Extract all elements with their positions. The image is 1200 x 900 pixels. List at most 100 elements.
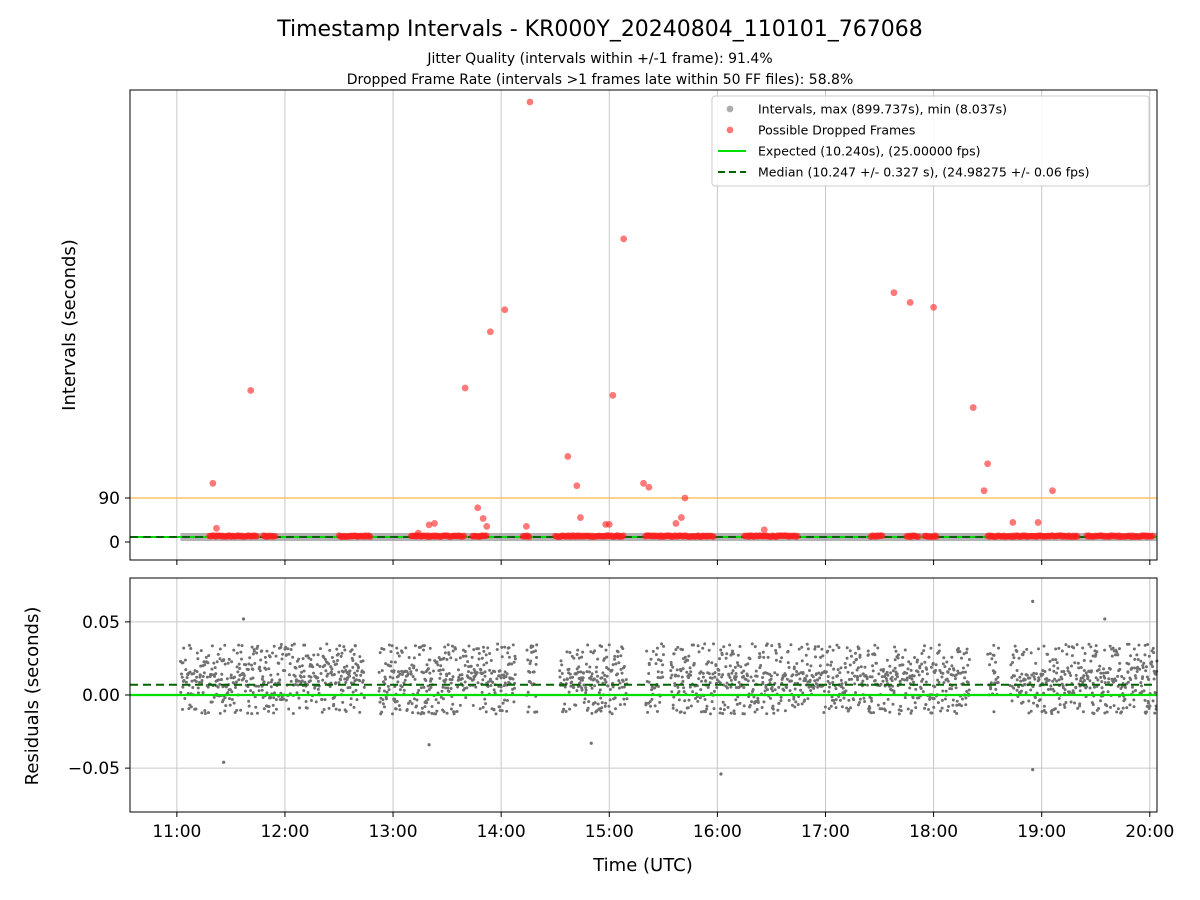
residual-point: [1064, 700, 1068, 704]
residual-point: [416, 711, 420, 715]
residual-point: [951, 673, 955, 677]
residual-point: [888, 710, 892, 714]
residual-point: [759, 663, 763, 667]
dropped-frame-point: [1034, 519, 1042, 526]
residual-point: [466, 670, 470, 674]
residual-point: [569, 684, 573, 688]
dropped-frame-point: [620, 235, 628, 243]
residual-point: [1011, 653, 1015, 657]
residual-point: [237, 662, 241, 666]
residual-point: [1037, 677, 1041, 681]
residual-point: [932, 697, 936, 701]
residual-point: [683, 655, 687, 659]
residual-point: [839, 666, 843, 670]
residual-point: [273, 691, 277, 695]
residual-point: [476, 663, 480, 667]
residual-point: [408, 667, 412, 671]
residual-point: [594, 670, 598, 674]
residual-point: [858, 697, 862, 701]
residual-point: [599, 696, 603, 700]
residual-point: [187, 643, 191, 647]
residual-point: [720, 653, 724, 657]
residual-point: [1138, 667, 1142, 671]
residual-point: [1129, 678, 1133, 682]
residual-point: [710, 700, 714, 704]
residual-point: [1116, 653, 1120, 657]
residual-point: [1029, 651, 1033, 655]
residual-point: [1015, 669, 1019, 673]
residual-point: [841, 686, 845, 690]
residual-point: [644, 703, 648, 707]
residual-point: [532, 670, 536, 674]
residual-point: [427, 688, 431, 692]
residual-point: [1091, 654, 1095, 658]
dropped-frame-point: [367, 533, 374, 541]
residual-point: [656, 670, 660, 674]
residual-point: [404, 646, 408, 650]
residual-point: [349, 681, 353, 685]
residual-point: [822, 710, 826, 714]
residual-point: [320, 697, 324, 701]
residual-point: [863, 665, 867, 669]
residual-point: [933, 685, 937, 689]
residual-point: [431, 669, 435, 673]
residual-point: [406, 701, 410, 705]
residual-point: [413, 677, 417, 681]
residual-point: [946, 679, 950, 683]
residual-point: [866, 649, 870, 653]
residual-point: [656, 676, 660, 680]
residual-point: [581, 650, 585, 654]
residual-point: [814, 672, 818, 676]
residual-point: [475, 671, 479, 675]
residual-point: [803, 698, 807, 702]
residual-point: [1081, 646, 1085, 650]
residual-point: [804, 678, 808, 682]
residual-point: [288, 662, 292, 666]
residual-point: [893, 677, 897, 681]
residual-point: [194, 707, 198, 711]
residual-point: [292, 642, 296, 646]
residual-point: [871, 664, 875, 668]
residual-point: [464, 696, 468, 700]
residual-point: [210, 644, 214, 648]
residual-point: [893, 645, 897, 649]
residual-point: [845, 656, 849, 660]
residual-point: [580, 678, 584, 682]
residual-point: [1141, 666, 1145, 670]
residual-point: [836, 674, 840, 678]
residual-point: [575, 667, 579, 671]
residual-point: [236, 670, 240, 674]
residual-point: [1071, 689, 1075, 693]
residual-point: [355, 669, 359, 673]
residual-point: [562, 678, 566, 682]
residual-point: [502, 673, 506, 677]
residual-point: [1133, 674, 1137, 678]
residual-point: [526, 690, 530, 694]
residual-point: [222, 658, 226, 662]
residual-point: [319, 671, 323, 675]
residual-point: [577, 656, 581, 660]
dropped-frame-point: [483, 532, 490, 539]
residual-point: [476, 681, 480, 685]
residual-point: [337, 681, 341, 685]
residual-point: [246, 685, 250, 689]
residual-point: [227, 657, 231, 661]
residual-point: [648, 700, 652, 704]
residual-point: [1065, 652, 1069, 656]
residual-point: [402, 688, 406, 692]
residual-point: [300, 664, 304, 668]
residual-point: [815, 678, 819, 682]
residual-point: [762, 700, 766, 704]
residual-point: [1058, 703, 1062, 707]
residual-point: [239, 708, 243, 712]
residual-point: [472, 677, 476, 681]
residual-point: [1135, 653, 1139, 657]
residual-point: [561, 710, 565, 714]
residual-point: [1135, 669, 1139, 673]
residual-point: [1052, 689, 1056, 693]
residual-point: [835, 643, 839, 647]
residual-point: [337, 708, 341, 712]
residual-point: [257, 684, 261, 688]
residual-point: [1031, 599, 1035, 604]
residual-point: [703, 642, 707, 646]
